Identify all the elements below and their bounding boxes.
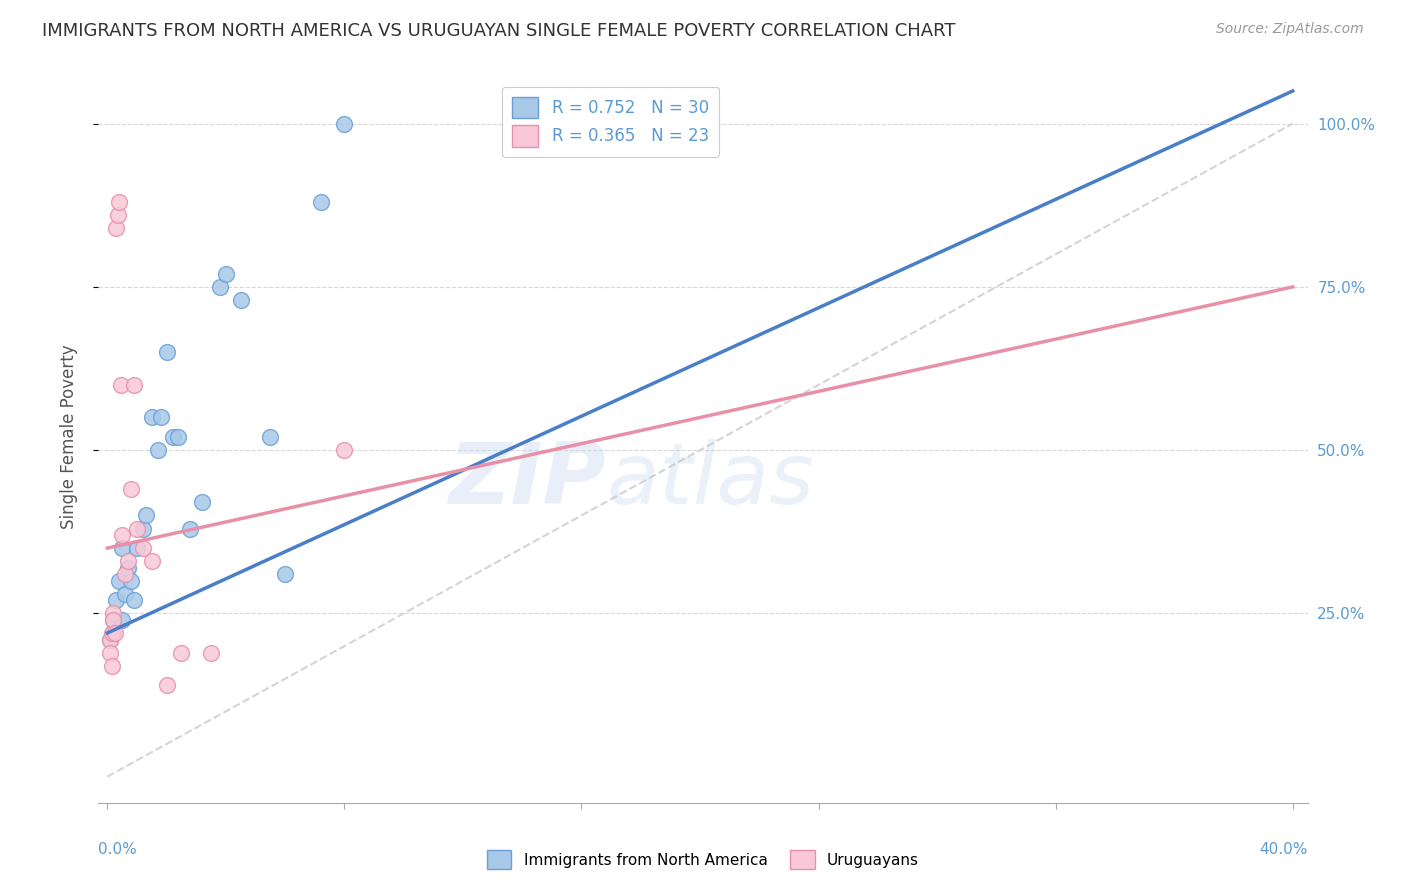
Point xyxy=(229,293,252,307)
Point xyxy=(107,208,129,222)
Point xyxy=(125,541,148,555)
Legend: Immigrants from North America, Uruguayans: Immigrants from North America, Uruguayan… xyxy=(481,844,925,875)
Point xyxy=(274,567,297,582)
Text: IMMIGRANTS FROM NORTH AMERICA VS URUGUAYAN SINGLE FEMALE POVERTY CORRELATION CHA: IMMIGRANTS FROM NORTH AMERICA VS URUGUAY… xyxy=(42,22,956,40)
Point xyxy=(141,410,163,425)
Point xyxy=(309,194,332,209)
Point xyxy=(191,495,214,509)
Point xyxy=(333,443,356,458)
Point xyxy=(108,194,131,209)
Point xyxy=(141,554,163,568)
Point xyxy=(110,377,132,392)
Point xyxy=(100,626,122,640)
Point xyxy=(155,678,177,692)
Point xyxy=(111,541,134,555)
Point xyxy=(125,521,148,535)
Point xyxy=(117,554,139,568)
Point xyxy=(98,632,121,647)
Point xyxy=(132,521,155,535)
Text: 40.0%: 40.0% xyxy=(1260,842,1308,856)
Point xyxy=(117,560,139,574)
Point xyxy=(215,267,238,281)
Point xyxy=(103,613,125,627)
Point xyxy=(120,574,142,588)
Text: ZIP: ZIP xyxy=(449,440,606,523)
Point xyxy=(98,646,121,660)
Point xyxy=(146,443,169,458)
Point xyxy=(333,117,356,131)
Point xyxy=(689,117,711,131)
Point xyxy=(122,377,145,392)
Point xyxy=(104,626,127,640)
Point xyxy=(105,593,128,607)
Text: atlas: atlas xyxy=(606,440,814,523)
Point xyxy=(108,574,131,588)
Point xyxy=(135,508,157,523)
Point xyxy=(103,607,125,621)
Point xyxy=(155,345,177,359)
Point xyxy=(114,567,136,582)
Y-axis label: Single Female Poverty: Single Female Poverty xyxy=(59,345,77,529)
Point xyxy=(149,410,172,425)
Point xyxy=(259,430,281,444)
Legend: R = 0.752   N = 30, R = 0.365   N = 23: R = 0.752 N = 30, R = 0.365 N = 23 xyxy=(502,87,718,156)
Text: 0.0%: 0.0% xyxy=(98,842,138,856)
Point xyxy=(208,280,231,294)
Point xyxy=(170,646,193,660)
Point xyxy=(132,541,155,555)
Point xyxy=(111,613,134,627)
Point xyxy=(167,430,190,444)
Point xyxy=(200,646,222,660)
Text: Source: ZipAtlas.com: Source: ZipAtlas.com xyxy=(1216,22,1364,37)
Point xyxy=(114,587,136,601)
Point xyxy=(179,521,201,535)
Point xyxy=(100,658,122,673)
Point xyxy=(103,626,125,640)
Point xyxy=(98,632,121,647)
Point xyxy=(122,593,145,607)
Point xyxy=(162,430,184,444)
Point xyxy=(111,528,134,542)
Point xyxy=(105,221,128,235)
Point xyxy=(103,613,125,627)
Point xyxy=(120,483,142,497)
